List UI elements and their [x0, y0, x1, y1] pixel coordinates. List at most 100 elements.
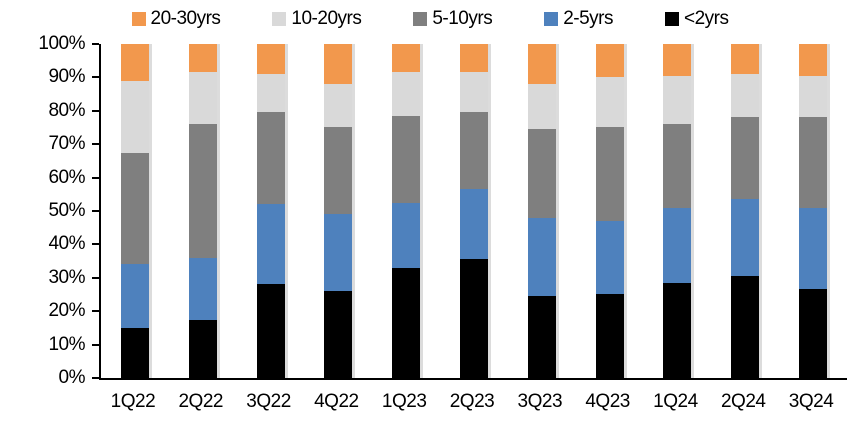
bar-segment-10-20yrs: [120, 80, 149, 153]
legend-item-20-30yrs: 20-30yrs: [131, 8, 221, 30]
bar-segment-5-10yrs: [120, 152, 149, 265]
y-axis-tick: [92, 377, 99, 379]
bar-segment-20-30yrs: [120, 44, 149, 81]
bar-segment-5-10yrs: [663, 124, 692, 208]
y-axis-label: 50%: [48, 200, 85, 221]
bar-segment-5-10yrs: [595, 127, 624, 221]
bar-segment-10-20yrs: [663, 75, 692, 125]
x-axis-label-3q24: 3Q24: [788, 391, 834, 412]
legend-swatch-icon: [131, 12, 146, 26]
y-axis-label: 80%: [48, 99, 85, 121]
bar-2q24: [731, 44, 760, 378]
bar-segment-2-5yrs: [324, 214, 353, 292]
bar-segment-10-20yrs: [256, 74, 285, 113]
bar-segment--2yrs: [256, 284, 285, 378]
bar-segment-2-5yrs: [459, 189, 488, 260]
x-axis-label-2q22: 2Q22: [178, 391, 223, 412]
y-axis-tick: [92, 310, 99, 313]
bar-segment-20-30yrs: [799, 44, 828, 76]
bar-segment-5-10yrs: [256, 112, 285, 205]
bar-slot-3q24: [779, 44, 847, 378]
y-axis-label: 0%: [58, 367, 86, 388]
bar-4q22: [324, 44, 353, 378]
x-axis-label-1q24: 1Q24: [653, 391, 698, 412]
bar-segment-2-5yrs: [595, 221, 624, 295]
legend-label: 2-5yrs: [563, 8, 613, 29]
x-axis-label-3q22: 3Q22: [246, 391, 291, 412]
bar-4q23: [595, 44, 624, 378]
y-axis-tick: [92, 43, 99, 45]
bar-segment-20-30yrs: [459, 44, 488, 73]
bar-segment--2yrs: [663, 282, 692, 378]
y-axis-tick: [92, 276, 99, 279]
y-axis-tick: [92, 143, 99, 146]
x-axis-label-2q23: 2Q23: [449, 391, 495, 412]
legend-swatch-icon: [665, 12, 679, 26]
bar-segment-2-5yrs: [663, 207, 692, 283]
legend-item-2-5yrs: 2-5yrs: [544, 8, 613, 30]
bar-segment--2yrs: [799, 289, 828, 378]
y-axis-tick: [92, 176, 99, 179]
y-axis-tick: [92, 343, 99, 346]
bar-segment--2yrs: [595, 294, 624, 378]
bar-slot-1q24: [644, 44, 712, 378]
legend-item--2yrs: <2yrs: [665, 8, 729, 30]
bar-3q24: [799, 44, 828, 378]
bar-slot-2q22: [169, 44, 237, 378]
legend-item-5-10yrs: 5-10yrs: [413, 8, 493, 30]
bar-segment-20-30yrs: [324, 44, 353, 85]
bar-1q23: [392, 44, 421, 378]
y-axis-tick: [92, 243, 99, 246]
bar-segment--2yrs: [459, 259, 488, 378]
legend-swatch-icon: [272, 12, 287, 26]
bar-segment--2yrs: [324, 291, 353, 378]
x-axis-label-3q23: 3Q23: [517, 391, 563, 412]
y-axis-label: 30%: [48, 266, 85, 288]
y-axis-label: 40%: [48, 233, 85, 255]
bar-segment-5-10yrs: [392, 115, 421, 203]
bar-segment-10-20yrs: [392, 72, 421, 116]
bar-segment-20-30yrs: [595, 44, 624, 78]
bar-segment-10-20yrs: [188, 72, 217, 125]
x-axis-label-1q22: 1Q22: [110, 391, 156, 412]
bar-segment-5-10yrs: [188, 124, 217, 258]
bar-segment-2-5yrs: [799, 207, 828, 290]
y-axis-label: 70%: [48, 133, 85, 155]
bar-segment-5-10yrs: [459, 112, 488, 190]
legend-label: <2yrs: [684, 8, 729, 29]
bar-segment--2yrs: [120, 327, 149, 378]
bar-segment-10-20yrs: [459, 72, 488, 113]
bar-1q24: [663, 44, 692, 378]
bar-slot-4q22: [304, 44, 372, 378]
bar-slot-4q23: [576, 44, 644, 378]
bar-segment-10-20yrs: [731, 74, 760, 118]
bar-segment-20-30yrs: [663, 44, 692, 76]
y-axis-label: 60%: [48, 166, 85, 188]
y-axis-label: 100%: [38, 33, 85, 54]
bar-segment-20-30yrs: [392, 44, 421, 73]
bar-segment-10-20yrs: [324, 84, 353, 128]
x-axis-label-1q23: 1Q23: [381, 391, 427, 412]
bar-segment--2yrs: [392, 267, 421, 378]
bar-slot-3q22: [237, 44, 305, 378]
bars: [101, 44, 847, 378]
bar-slot-2q23: [440, 44, 508, 378]
bar-segment-5-10yrs: [731, 117, 760, 200]
y-axis-label: 10%: [48, 333, 85, 355]
bar-segment--2yrs: [188, 319, 217, 378]
bar-segment-20-30yrs: [188, 44, 217, 73]
bar-segment--2yrs: [731, 276, 760, 378]
y-axis-label: 90%: [48, 66, 85, 88]
bar-2q22: [188, 44, 217, 378]
x-axis-label-4q22: 4Q22: [314, 391, 359, 412]
legend-label: 5-10yrs: [432, 8, 493, 29]
y-axis-label: 20%: [48, 300, 85, 322]
y-axis-tick: [92, 76, 99, 79]
chart-legend: 20-30yrs 10-20yrs 5-10yrs 2-5yrs <2yrs: [60, 6, 800, 32]
bar-segment-2-5yrs: [256, 204, 285, 285]
x-axis-label-4q23: 4Q23: [585, 391, 630, 412]
bar-segment--2yrs: [527, 296, 556, 378]
bar-segment-20-30yrs: [527, 44, 556, 85]
y-axis-tick: [92, 210, 99, 212]
x-axis-label-2q24: 2Q24: [720, 391, 766, 412]
